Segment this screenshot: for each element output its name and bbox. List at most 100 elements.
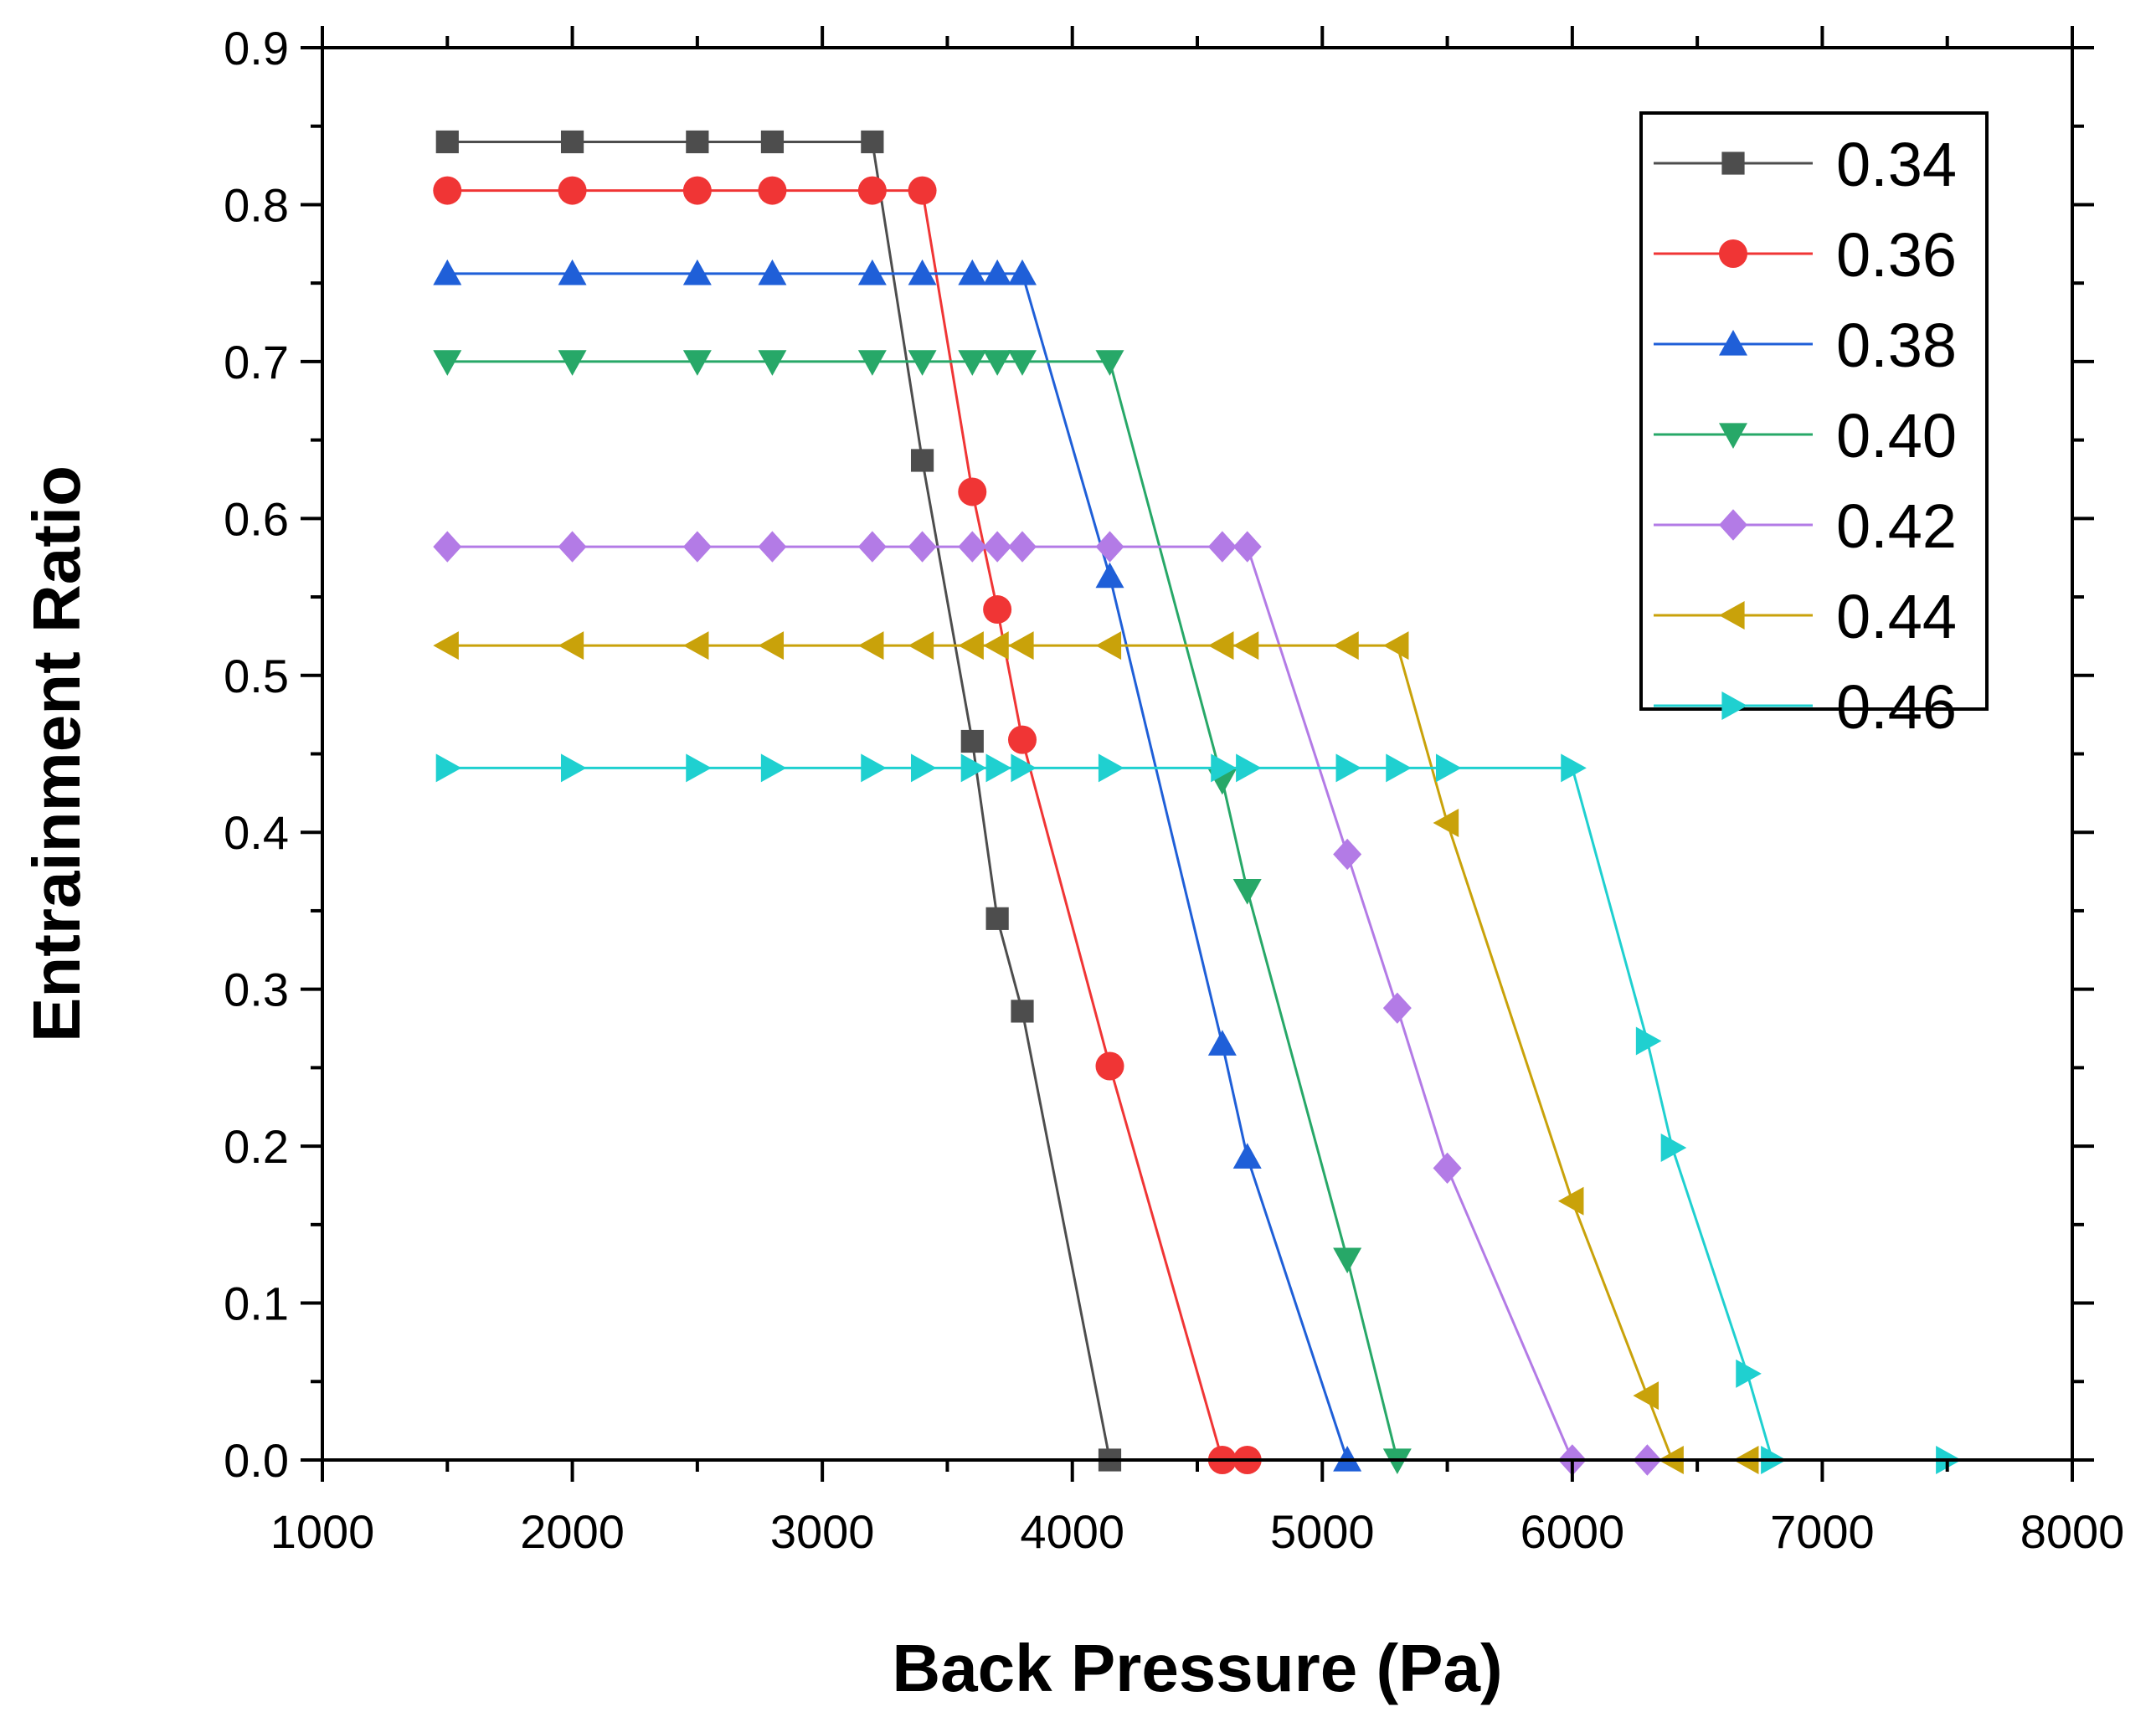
data-point bbox=[958, 531, 987, 563]
data-point bbox=[857, 631, 884, 661]
data-point bbox=[983, 350, 1012, 376]
series-line bbox=[447, 766, 1948, 1462]
series-0.34 bbox=[435, 130, 1122, 1472]
y-tick-label: 0.8 bbox=[224, 178, 289, 231]
data-point bbox=[908, 259, 937, 285]
x-axis-title: Back Pressure (Pa) bbox=[892, 1631, 1502, 1705]
y-tick-label: 0.6 bbox=[224, 492, 289, 545]
data-point bbox=[960, 729, 984, 753]
legend-label: 0.38 bbox=[1836, 311, 1957, 380]
data-point bbox=[560, 130, 584, 154]
legend-marker bbox=[1721, 691, 1747, 720]
data-point bbox=[560, 753, 587, 783]
data-point bbox=[1433, 808, 1459, 837]
data-point bbox=[1095, 631, 1122, 661]
x-tick-label: 1000 bbox=[270, 1505, 375, 1558]
x-tick-label: 5000 bbox=[1270, 1505, 1375, 1558]
y-tick-label: 0.7 bbox=[224, 336, 289, 388]
data-point bbox=[985, 907, 1009, 930]
data-point bbox=[1660, 1133, 1687, 1162]
data-point bbox=[1382, 992, 1412, 1024]
legend-label: 0.42 bbox=[1836, 491, 1957, 561]
data-point bbox=[1095, 350, 1124, 376]
data-point bbox=[857, 531, 887, 563]
data-point bbox=[1382, 631, 1409, 661]
data-point bbox=[1386, 753, 1412, 783]
x-tick-label: 2000 bbox=[520, 1505, 625, 1558]
data-point bbox=[908, 631, 934, 661]
data-point bbox=[1236, 753, 1262, 783]
legend-marker bbox=[1719, 330, 1747, 356]
data-point bbox=[983, 259, 1012, 285]
data-point bbox=[983, 595, 1012, 625]
legend-marker bbox=[1719, 423, 1747, 449]
data-point bbox=[861, 130, 884, 154]
data-point bbox=[758, 350, 787, 376]
data-point bbox=[1561, 753, 1587, 783]
data-point bbox=[908, 531, 937, 563]
y-tick-label: 0.2 bbox=[224, 1120, 289, 1173]
series-line bbox=[447, 545, 1648, 1462]
data-point bbox=[1008, 631, 1034, 661]
data-point bbox=[1095, 531, 1124, 563]
y-tick-label: 0.4 bbox=[224, 806, 289, 859]
legend-label: 0.40 bbox=[1836, 401, 1957, 470]
data-point bbox=[433, 631, 459, 661]
legend-marker bbox=[1719, 601, 1745, 630]
data-point bbox=[1207, 1030, 1237, 1056]
data-point bbox=[433, 176, 462, 205]
y-tick-label: 0.0 bbox=[224, 1434, 289, 1487]
y-axis-title: Entrainment Ratio bbox=[19, 465, 94, 1042]
data-point bbox=[558, 531, 587, 563]
data-point bbox=[435, 753, 462, 783]
data-point bbox=[1333, 838, 1362, 871]
data-point bbox=[908, 176, 937, 205]
data-point bbox=[1232, 631, 1259, 661]
data-point bbox=[1435, 753, 1462, 783]
data-point bbox=[1095, 562, 1124, 589]
x-tick-label: 7000 bbox=[1770, 1505, 1875, 1558]
legend-label: 0.46 bbox=[1836, 672, 1957, 742]
series-line bbox=[447, 272, 1349, 1461]
series-0.40 bbox=[433, 350, 1412, 1474]
data-point bbox=[1635, 1026, 1662, 1056]
data-point bbox=[558, 631, 584, 661]
legend-marker bbox=[1719, 509, 1747, 541]
data-point bbox=[433, 350, 462, 376]
legend-box bbox=[1639, 111, 1989, 711]
data-point bbox=[857, 350, 887, 376]
data-point bbox=[558, 176, 587, 205]
data-point bbox=[960, 753, 987, 783]
axis-ticks: 1000 2000 3000 4000 5000 6000 7000 8000 0.0 0.1 0.… bbox=[224, 22, 2124, 1558]
data-point bbox=[1736, 1359, 1762, 1388]
data-point bbox=[758, 631, 785, 661]
x-tick-label: 8000 bbox=[2020, 1505, 2125, 1558]
data-point bbox=[908, 350, 937, 376]
data-point bbox=[758, 259, 787, 285]
data-point bbox=[682, 631, 709, 661]
data-point bbox=[1335, 753, 1362, 783]
series-0.44 bbox=[433, 631, 1759, 1474]
data-point bbox=[1433, 1152, 1462, 1185]
y-tick-label: 0.5 bbox=[224, 650, 289, 702]
legend-marker bbox=[1721, 152, 1745, 175]
data-point bbox=[857, 176, 887, 205]
data-point bbox=[1008, 350, 1037, 376]
data-point bbox=[985, 753, 1012, 783]
data-point bbox=[1333, 631, 1359, 661]
data-point bbox=[1633, 1381, 1659, 1411]
data-point bbox=[1011, 753, 1037, 783]
data-point bbox=[686, 753, 712, 783]
data-point bbox=[1232, 531, 1262, 563]
data-point bbox=[758, 176, 787, 205]
legend-label: 0.44 bbox=[1836, 582, 1957, 651]
data-point bbox=[1098, 753, 1124, 783]
legend: 0.34 0.36 0.38 0.40 0.42 0.44 0.46 bbox=[1639, 111, 1989, 742]
data-point bbox=[1207, 531, 1237, 563]
data-point bbox=[433, 531, 462, 563]
data-point bbox=[760, 753, 787, 783]
series-0.36 bbox=[433, 176, 1262, 1474]
data-point bbox=[910, 753, 937, 783]
y-tick-label: 0.3 bbox=[224, 964, 289, 1016]
